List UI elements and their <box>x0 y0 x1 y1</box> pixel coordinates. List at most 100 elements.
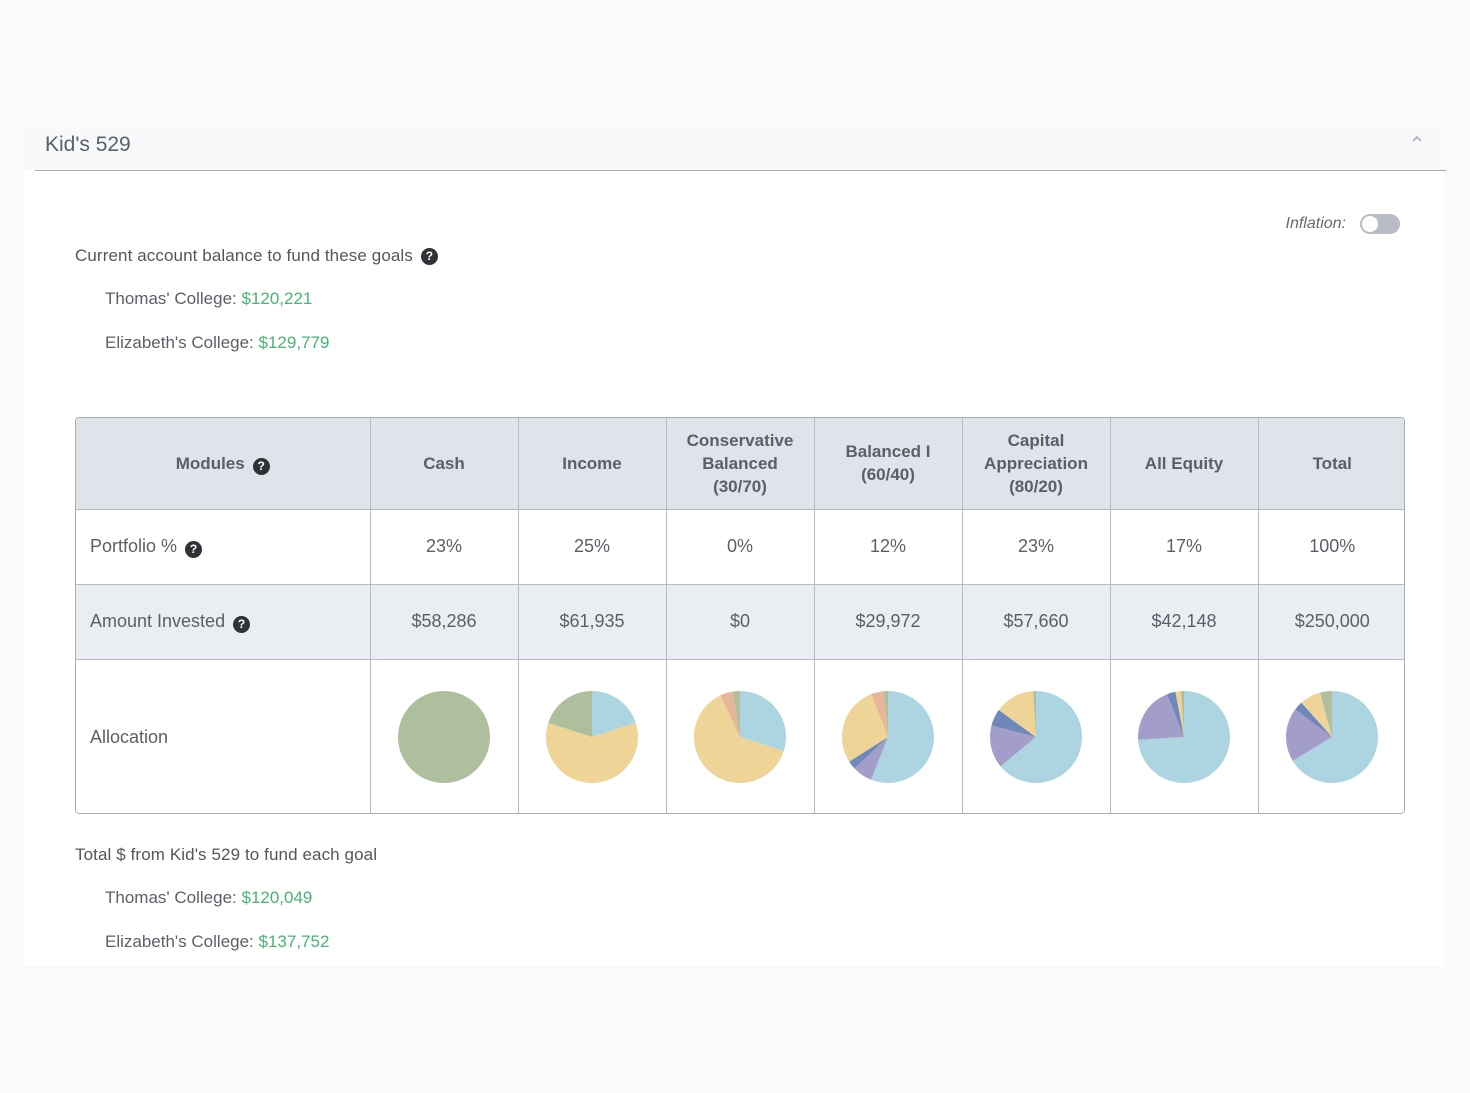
table-row-portfolio: Portfolio %? 23% 25% 0% 12% 23% 17% 100% <box>76 508 1404 585</box>
column-header-income: Income <box>517 418 667 510</box>
pie-slice-purple <box>854 737 888 781</box>
table-cell: $58,286 <box>369 583 519 660</box>
column-header-label: Total <box>1312 453 1352 473</box>
pie-slice-blue <box>1295 702 1333 738</box>
pie-slice-green <box>883 691 888 738</box>
table-cell: 17% <box>1109 508 1259 585</box>
table-row-amount: Amount Invested? $58,286 $61,935 $0 $29,… <box>76 583 1404 660</box>
inflation-label: Inflation: <box>1285 215 1346 232</box>
pie-slice-yellow <box>998 691 1036 738</box>
pie-slice-light-blue <box>871 691 935 784</box>
current-goal-thomas: Thomas' College: $120,221 <box>105 289 312 309</box>
table-cell: $0 <box>665 583 815 660</box>
column-header-line: Balanced I <box>845 442 931 462</box>
column-header-label: Cash <box>423 453 465 473</box>
table-cell: $250,000 <box>1257 583 1404 660</box>
column-header-line: Appreciation <box>984 453 1088 473</box>
pie-slice-green <box>1181 691 1184 738</box>
allocation-cell <box>665 658 815 813</box>
pie-slice-green <box>548 691 592 738</box>
table-header-row: Modules? Cash Income Conservative Balanc… <box>76 418 1404 510</box>
inflation-toggle[interactable] <box>1360 214 1400 234</box>
allocation-cell <box>1109 658 1259 813</box>
pie-slice-light-blue <box>592 691 636 738</box>
pie-slice-light-blue <box>1292 691 1379 784</box>
row-label-allocation: Allocation <box>76 658 371 813</box>
pie-slice-purple <box>1137 694 1184 741</box>
pie-slice-green <box>732 691 740 738</box>
table-cell: 12% <box>813 508 963 585</box>
pie-slice-light-blue <box>1000 691 1083 784</box>
row-label-amount: Amount Invested? <box>76 583 371 660</box>
pie-slice-salmon <box>871 691 888 738</box>
column-header-line: Balanced <box>702 453 778 473</box>
allocation-pie-chart <box>398 691 490 784</box>
total-goal-elizabeth: Elizabeth's College: $137,752 <box>105 932 329 952</box>
allocation-pie-chart <box>990 691 1083 784</box>
column-header-capital-appreciation: Capital Appreciation (80/20) <box>961 418 1111 510</box>
header-divider <box>35 170 1446 171</box>
allocation-cell <box>813 658 963 813</box>
allocation-pie-chart <box>1137 691 1230 784</box>
column-header-label: Income <box>562 453 622 473</box>
current-goal-elizabeth: Elizabeth's College: $129,779 <box>105 333 329 353</box>
inflation-control: Inflation: <box>1286 214 1400 234</box>
goal-label: Elizabeth's College: <box>105 333 254 352</box>
table-row-allocation: Allocation <box>76 658 1404 813</box>
table-cell: $61,935 <box>517 583 667 660</box>
table-cell: 0% <box>665 508 815 585</box>
pie-slice-yellow <box>693 695 784 784</box>
pie-slice-green <box>1320 691 1333 738</box>
column-header-modules: Modules? <box>76 418 371 510</box>
chevron-up-icon[interactable] <box>1410 132 1424 146</box>
goal-amount: $120,221 <box>241 289 313 308</box>
allocation-pie-chart <box>546 691 638 784</box>
allocation-pie-chart <box>841 691 935 784</box>
table-cell: 25% <box>517 508 667 585</box>
pie-slice-blue <box>849 737 888 769</box>
help-icon[interactable]: ? <box>252 457 270 475</box>
pie-slice-light-blue <box>740 691 786 752</box>
goal-amount: $120,049 <box>241 888 313 907</box>
column-header-line: (80/20) <box>1009 476 1063 496</box>
column-header-label: Modules <box>175 453 245 473</box>
pie-slice-green <box>1033 691 1036 738</box>
pie-slice-light-blue <box>1138 691 1230 784</box>
table-cell: $42,148 <box>1109 583 1259 660</box>
help-icon[interactable]: ? <box>233 615 251 633</box>
allocation-cell <box>1257 658 1404 813</box>
pie-slice-yellow <box>1175 691 1184 738</box>
total-funding-title: Total $ from Kid's 529 to fund each goal <box>75 845 377 865</box>
total-funding-title-text: Total $ from Kid's 529 to fund each goal <box>75 845 378 864</box>
pie-slice-salmon <box>720 691 740 738</box>
column-header-balanced-i: Balanced I (60/40) <box>813 418 963 510</box>
pie-slice-purple <box>1286 709 1333 762</box>
column-header-line: Capital <box>1007 430 1065 450</box>
allocation-cell <box>517 658 667 813</box>
panel-header[interactable]: Kid's 529 <box>24 128 1444 170</box>
pie-slice-purple <box>990 725 1036 767</box>
panel-title: Kid's 529 <box>45 133 131 156</box>
row-label-portfolio: Portfolio %? <box>76 508 371 585</box>
toggle-knob <box>1362 216 1378 232</box>
goal-amount: $137,752 <box>258 932 330 951</box>
current-balance-title: Current account balance to fund these go… <box>75 246 438 266</box>
column-header-label: All Equity <box>1144 453 1224 473</box>
accounts-panel: Kid's 529 Inflation: Current account bal… <box>24 128 1446 966</box>
column-header-total: Total <box>1257 418 1404 510</box>
column-header-all-equity: All Equity <box>1109 418 1259 510</box>
modules-table: Modules? Cash Income Conservative Balanc… <box>75 417 1405 814</box>
pie-slice-blue <box>991 710 1036 738</box>
total-goal-thomas: Thomas' College: $120,049 <box>105 888 312 908</box>
pie-slice-blue <box>1167 692 1184 738</box>
help-icon[interactable]: ? <box>420 247 438 265</box>
help-icon[interactable]: ? <box>185 540 203 558</box>
table-cell: $29,972 <box>813 583 963 660</box>
column-header-line: (30/70) <box>713 476 767 496</box>
pie-slice-green <box>398 691 490 784</box>
goal-label: Thomas' College: <box>105 289 237 308</box>
row-label-text: Allocation <box>90 726 169 747</box>
pie-slice-yellow <box>841 694 888 762</box>
current-balance-title-text: Current account balance to fund these go… <box>75 246 413 265</box>
row-label-text: Amount Invested <box>90 610 226 631</box>
